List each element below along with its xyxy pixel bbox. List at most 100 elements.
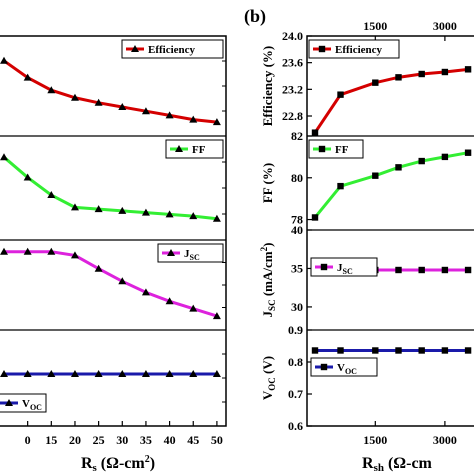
y-axis-label: Efficiency (%)	[260, 46, 275, 127]
data-point	[464, 66, 472, 73]
legend-box	[0, 393, 47, 413]
data-point	[337, 182, 344, 190]
x-axis-label-sup: 2	[145, 454, 150, 465]
data-point	[418, 266, 425, 274]
x-axis-label-sub: sh	[374, 462, 384, 474]
panel-b: (b) 1500 1500 3000 3000 22.8 23.2 23.6 24.0 Effic…	[244, 6, 474, 474]
x-top-tick-label: 3000	[433, 19, 457, 33]
data-point	[0, 370, 8, 377]
legend-ff: FF	[308, 139, 364, 159]
y-tick-label: 23.6	[282, 56, 303, 70]
y-axis-label-sub: SC	[267, 299, 277, 311]
data-point	[212, 370, 221, 377]
data-point	[441, 266, 449, 274]
series-line	[3, 156, 218, 221]
data-point	[395, 164, 402, 171]
data-point	[337, 347, 344, 354]
x-tick-label: 15	[45, 433, 57, 447]
x-tick-label: 20	[69, 433, 81, 447]
data-point	[337, 91, 344, 98]
data-point	[47, 191, 56, 199]
data-point	[464, 266, 472, 274]
panel-a-series-j	[0, 247, 221, 320]
x-top-tick-label: 1500	[363, 19, 387, 33]
data-point	[70, 370, 79, 377]
x-tick-label: 30	[116, 433, 128, 447]
data-point	[94, 205, 103, 213]
data-point	[189, 304, 198, 312]
data-point	[23, 173, 32, 181]
data-point	[311, 129, 319, 136]
legend-box	[308, 139, 364, 159]
legend-label-subscript: SC	[190, 253, 200, 262]
y-tick-label: 30	[291, 300, 303, 314]
x-tick-label: 45	[187, 433, 199, 447]
data-point	[118, 277, 127, 285]
legend-v: VOC	[310, 357, 378, 377]
legend-box	[165, 139, 224, 159]
data-point	[441, 347, 449, 354]
legend-label: Efficiency	[335, 44, 383, 56]
data-point	[0, 153, 8, 161]
legend-box	[157, 243, 224, 263]
legend-label-subscript: OC	[30, 403, 42, 412]
legend-ff: FF	[165, 139, 224, 159]
data-point	[418, 347, 425, 354]
legend-label: Efficiency	[148, 44, 196, 56]
y-axis-label-sub: OC	[267, 377, 277, 391]
data-point	[418, 157, 425, 165]
legend-marker	[318, 45, 326, 53]
y-tick-label: 0.9	[288, 323, 303, 337]
data-point	[23, 370, 32, 377]
y-axis-label-close: )	[260, 243, 275, 247]
legend-label-subscript: SC	[343, 267, 353, 276]
panel-label: (b)	[244, 6, 266, 27]
panel-a-frame	[0, 35, 227, 427]
y-tick-label: 35	[291, 261, 303, 275]
data-point	[47, 247, 56, 255]
data-point	[118, 370, 127, 377]
x-axis-label-close: )	[150, 455, 155, 472]
legend-marker	[320, 263, 328, 271]
x-tick-label: 25	[93, 433, 105, 447]
y-axis-label-units: (mA/cm	[260, 251, 275, 299]
legend-efficiency: Efficiency	[121, 39, 224, 59]
x-axis-label-units: (Ω-cm	[97, 455, 146, 472]
y-tick-label: 0.8	[288, 355, 303, 369]
legend-box	[121, 39, 224, 59]
legend-marker	[320, 363, 328, 371]
series-line	[4, 250, 218, 318]
legend-label: FF	[335, 144, 349, 156]
x-tick-label: 0	[25, 433, 31, 447]
data-point	[47, 86, 56, 94]
data-point	[70, 93, 79, 101]
data-point	[23, 73, 32, 81]
y-tick-label: 24.0	[282, 29, 303, 43]
x-axis-label: Rs (Ω-cm2)	[81, 454, 155, 474]
data-point	[23, 247, 32, 255]
legend-marker	[5, 399, 13, 406]
legend-box	[310, 257, 378, 277]
data-point	[118, 206, 127, 214]
data-point	[0, 247, 8, 255]
data-point	[141, 107, 150, 115]
panel-a-series-v	[0, 370, 221, 377]
data-point	[165, 111, 174, 119]
y-tick-label: 0.6	[288, 419, 303, 433]
y-tick-label: 82	[291, 129, 303, 143]
data-point	[70, 203, 79, 211]
data-point	[464, 149, 472, 156]
legend-box	[310, 357, 378, 377]
panel-a-series-efficiency	[0, 56, 221, 126]
data-point	[212, 214, 221, 222]
data-point	[311, 214, 319, 221]
data-point	[395, 347, 402, 354]
panel-b-series-ff	[311, 149, 472, 221]
legend-marker	[175, 145, 183, 152]
panel-b-series-v	[311, 347, 472, 354]
legend-marker	[131, 45, 139, 52]
data-point	[372, 347, 379, 354]
data-point	[311, 347, 319, 354]
x-axis-label: Rsh (Ω-cm	[362, 455, 433, 474]
